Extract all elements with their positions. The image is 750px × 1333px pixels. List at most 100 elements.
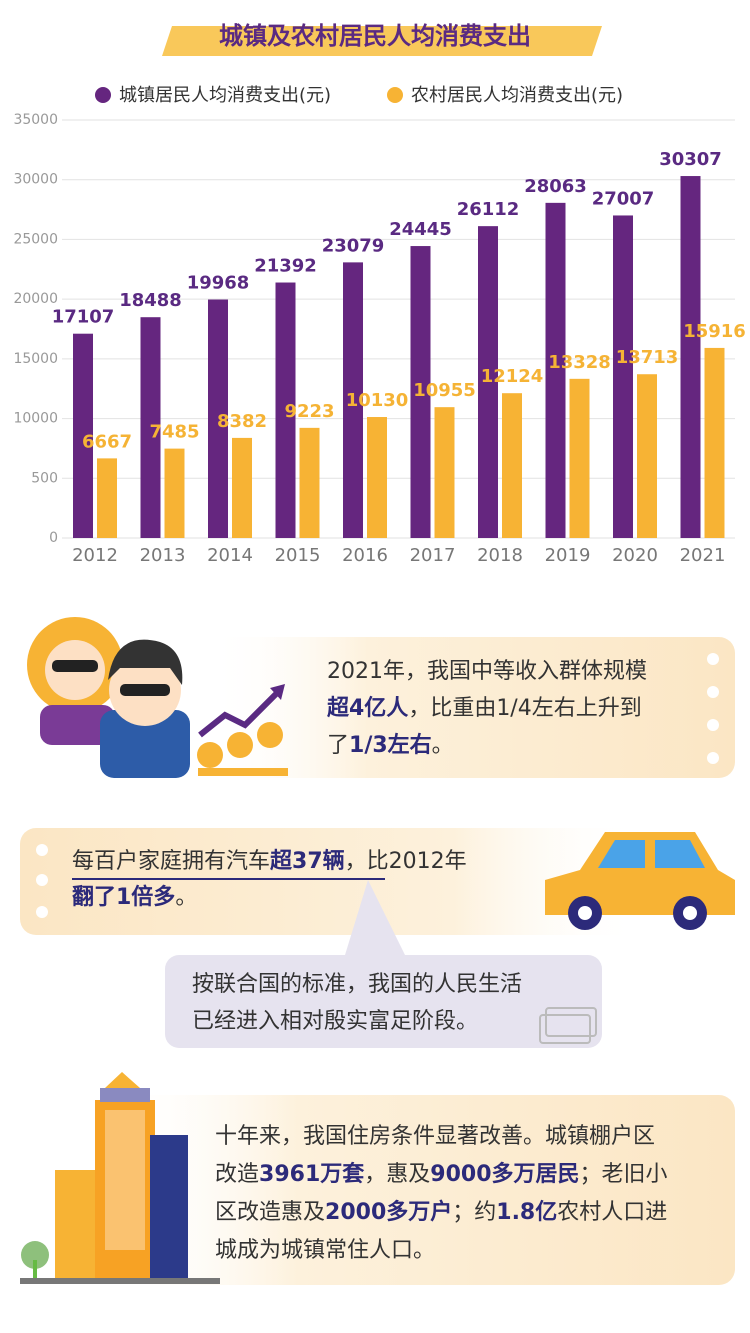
bar (569, 378, 590, 538)
bar (275, 282, 296, 538)
value-label: 7485 (149, 422, 199, 443)
text-segment: 了 (327, 733, 349, 758)
x-tick-label: 2013 (140, 545, 186, 566)
text-segment: 。 (175, 885, 197, 910)
value-label: 17107 (52, 307, 115, 328)
text-segment: 。 (432, 733, 454, 758)
text-segment: 2021年，我国中等收入群体规模 (327, 659, 647, 684)
text-segment: 每百户家庭拥有汽车 (72, 849, 270, 874)
y-tick-label: 35000 (13, 112, 58, 128)
text-segment: ；老旧小 (580, 1162, 668, 1187)
bubble-tail (345, 880, 405, 955)
bar (434, 407, 455, 538)
panel-text: 翻了1倍多。 (72, 884, 197, 910)
panel-text: 城成为城镇常住人口。 (215, 1238, 435, 1263)
y-tick-label: 500 (31, 470, 58, 486)
value-label: 28063 (524, 176, 587, 197)
text-segment: ，惠及 (364, 1162, 430, 1187)
x-tick-label: 2018 (477, 545, 523, 566)
x-tick-label: 2012 (72, 545, 118, 566)
bar (478, 226, 498, 538)
y-tick-label: 15000 (13, 351, 58, 367)
bar (367, 417, 387, 538)
panel-text: 改造3961万套，惠及9000多万居民；老旧小 (215, 1161, 668, 1187)
panel-text: 已经进入相对殷实富足阶段。 (192, 1009, 478, 1034)
x-tick-label: 2017 (410, 545, 456, 566)
value-label: 12124 (481, 366, 544, 387)
bar (502, 393, 522, 538)
value-label: 30307 (659, 149, 722, 170)
y-tick-label: 10000 (13, 411, 58, 427)
emphasis: 3961万套 (259, 1161, 364, 1187)
panel (110, 1095, 735, 1285)
chart-title: 城镇及农村居民人均消费支出 (219, 22, 531, 50)
emphasis: 9000多万居民 (430, 1161, 579, 1187)
value-label: 10955 (413, 380, 476, 401)
text-segment: 农村人口进 (557, 1200, 667, 1225)
bar (410, 246, 431, 538)
emphasis: 2000多万户 (325, 1199, 452, 1225)
bar (299, 427, 320, 538)
text-segment: ，比重由1/4左右上升到 (408, 696, 641, 721)
x-tick-label: 2020 (612, 545, 658, 566)
value-label: 13713 (616, 347, 679, 368)
bar (704, 347, 725, 538)
bar (208, 299, 228, 538)
panel-text: 区改造惠及2000多万户；约1.8亿农村人口进 (215, 1199, 667, 1225)
panel-text: 十年来，我国住房条件显著改善。城镇棚户区 (215, 1124, 655, 1149)
emphasis: 1.8亿 (496, 1200, 557, 1225)
title-banner (162, 26, 602, 56)
text-segment: 城成为城镇常住人口。 (215, 1238, 435, 1263)
value-label: 26112 (457, 199, 520, 220)
panel-text: 了1/3左右。 (327, 732, 454, 758)
value-label: 27007 (592, 188, 655, 209)
legend-swatch (95, 87, 111, 103)
people-illustration (27, 617, 288, 778)
value-label: 13328 (548, 352, 611, 373)
text-segment: ；约 (452, 1200, 496, 1225)
y-tick-label: 25000 (13, 231, 58, 247)
text-segment: 区改造惠及 (215, 1200, 325, 1225)
bar (232, 437, 252, 538)
legend-swatch (387, 87, 403, 103)
y-tick-label: 20000 (13, 291, 58, 307)
text-segment: 十年来，我国住房条件显著改善。城镇棚户区 (215, 1124, 655, 1149)
value-label: 15916 (683, 321, 746, 342)
value-label: 8382 (217, 411, 267, 432)
bar (97, 458, 117, 538)
dots (707, 653, 719, 764)
value-label: 10130 (346, 390, 409, 411)
x-tick-label: 2015 (275, 545, 321, 566)
emphasis: 超37辆 (270, 848, 345, 874)
emphasis: 超4亿人 (327, 696, 408, 721)
value-label: 24445 (389, 219, 452, 240)
bar (613, 215, 633, 538)
value-label: 18488 (119, 290, 182, 311)
building-illustration (20, 1072, 220, 1284)
value-label: 23079 (322, 235, 385, 256)
emphasis: 1/3左右 (349, 732, 432, 758)
text-segment: ，比2012年 (345, 849, 467, 874)
panel-text: 按联合国的标准，我国的人民生活 (192, 972, 522, 997)
panel-text: 超4亿人，比重由1/4左右上升到 (327, 696, 642, 721)
y-tick-label: 0 (49, 530, 58, 546)
car-illustration (545, 832, 735, 930)
value-label: 9223 (284, 401, 334, 422)
bar (164, 448, 185, 538)
dots (36, 844, 48, 918)
legend-label: 城镇居民人均消费支出(元) (119, 85, 331, 106)
legend-label: 农村居民人均消费支出(元) (411, 85, 623, 106)
bar (545, 202, 566, 538)
panel (20, 828, 640, 935)
value-label: 19968 (187, 273, 250, 294)
value-label: 6667 (82, 431, 132, 452)
x-tick-label: 2016 (342, 545, 388, 566)
x-tick-label: 2019 (545, 545, 591, 566)
text-segment: 改造 (215, 1162, 259, 1187)
money-icon (539, 1007, 597, 1044)
panel (210, 637, 735, 778)
x-tick-label: 2014 (207, 545, 253, 566)
panel-text: 2021年，我国中等收入群体规模 (327, 659, 647, 684)
text-segment: 按联合国的标准，我国的人民生活 (192, 972, 522, 997)
